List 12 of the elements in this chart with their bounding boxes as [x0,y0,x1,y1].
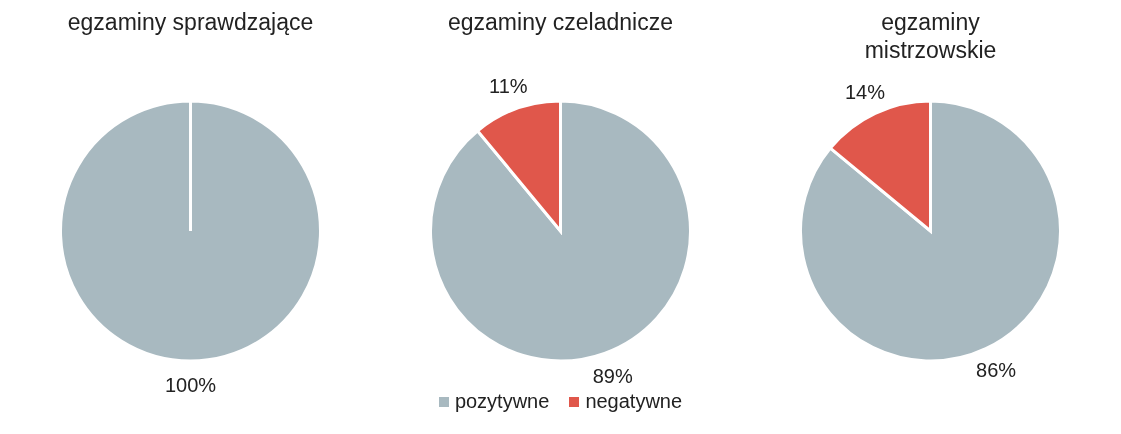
legend-label: pozytywne [453,390,550,413]
data-label: 100% [164,374,217,396]
chart-title: egzaminy mistrzowskie [863,8,998,65]
data-label: 86% [976,359,1017,382]
data-label: 89% [592,364,633,387]
data-label: 14% [844,80,886,103]
legend-label: negatywne [584,390,683,413]
chart-title: egzaminy sprawdzające [66,8,315,37]
pie-slice [429,99,692,363]
chart-title: egzaminy czeladnicze [447,8,674,37]
data-label: 11% [489,75,528,98]
pie-slice [799,99,1062,363]
